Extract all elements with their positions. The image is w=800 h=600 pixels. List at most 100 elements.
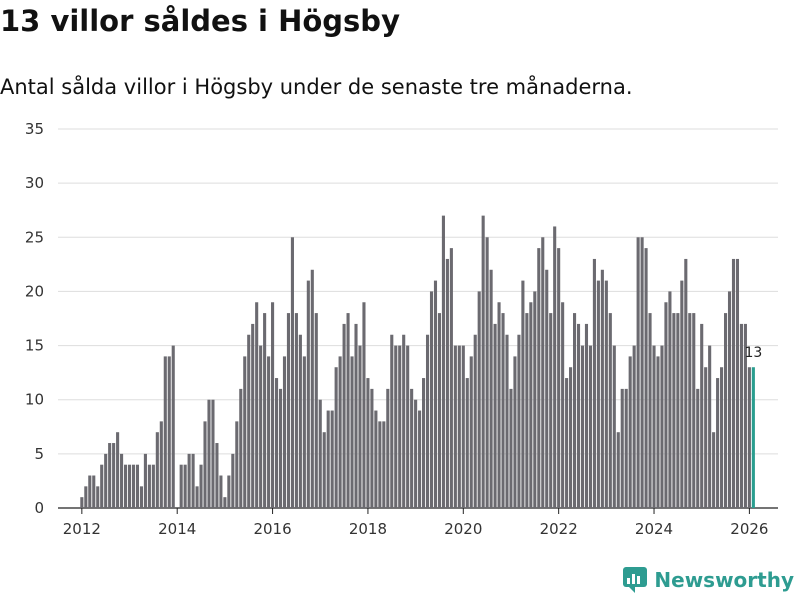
bar: [239, 388, 243, 508]
bar: [676, 313, 680, 508]
bar: [80, 497, 84, 508]
bar: [747, 367, 751, 508]
bar: [139, 486, 143, 508]
bar: [398, 345, 402, 508]
y-tick-label: 10: [25, 391, 44, 409]
bar: [576, 323, 581, 508]
x-tick-label: 2020: [444, 520, 482, 538]
bar: [513, 356, 517, 508]
bar: [493, 323, 497, 508]
bar: [151, 464, 155, 508]
bar: [326, 410, 330, 508]
bar: [481, 215, 485, 508]
bar: [290, 237, 294, 508]
bar: [489, 269, 493, 508]
bar: [278, 388, 283, 508]
bar: [195, 486, 199, 508]
bar: [716, 378, 720, 508]
highlighted-bar: [751, 367, 755, 508]
bar: [727, 291, 732, 508]
x-tick-label: 2014: [158, 520, 196, 538]
bar: [445, 258, 449, 508]
bar: [171, 345, 175, 508]
bar: [457, 345, 461, 508]
bar: [433, 280, 438, 508]
bar: [604, 280, 608, 508]
bar: [378, 421, 382, 508]
bar: [541, 237, 545, 508]
chart-title: 13 villor såldes i Högsby: [0, 4, 400, 38]
bar: [696, 388, 700, 508]
bar: [334, 367, 338, 508]
bar: [517, 334, 521, 508]
bar: [179, 464, 183, 508]
bar: [163, 356, 167, 508]
x-tick-label: 2018: [349, 520, 387, 538]
bar: [569, 367, 573, 508]
bar: [104, 453, 108, 508]
bar: [425, 334, 430, 508]
x-tick-label: 2012: [63, 520, 101, 538]
bar: [298, 334, 302, 508]
bar: [255, 302, 259, 508]
bar: [521, 280, 525, 508]
bar: [692, 313, 696, 508]
bar: [565, 378, 569, 508]
bar: [628, 356, 632, 508]
bar: [120, 453, 124, 508]
bar: [306, 280, 310, 508]
bar: [668, 291, 672, 508]
bar: [96, 486, 100, 508]
bar: [465, 378, 469, 508]
bar: [263, 313, 267, 508]
bar: [282, 356, 287, 508]
bar: [187, 453, 191, 508]
bar: [592, 258, 596, 508]
bar: [608, 313, 612, 508]
bar: [358, 345, 362, 508]
bar: [211, 399, 215, 508]
bar: [330, 410, 334, 508]
bar: [525, 313, 529, 508]
bar: [286, 313, 291, 508]
bar: [561, 302, 565, 508]
x-tick-label: 2016: [253, 520, 291, 538]
y-tick-label: 15: [25, 337, 44, 355]
bar: [533, 291, 537, 508]
bar: [477, 291, 481, 508]
bar: [374, 410, 378, 508]
bar: [418, 410, 422, 508]
bar: [123, 464, 128, 508]
brand: Newsworthy: [622, 566, 794, 594]
bar: [406, 345, 410, 508]
bar: [116, 432, 120, 508]
y-tick-label: 25: [25, 228, 44, 246]
bar: [314, 313, 318, 508]
bar: [441, 215, 445, 508]
bar: [84, 486, 88, 508]
bar: [612, 345, 616, 508]
bar: [735, 258, 740, 508]
bar: [251, 323, 255, 508]
bar: [545, 269, 549, 508]
x-tick-label: 2022: [540, 520, 578, 538]
bar: [660, 345, 664, 508]
bar: [700, 323, 704, 508]
bar: [461, 345, 465, 508]
bar: [596, 280, 600, 508]
bar: [652, 345, 656, 508]
bar: [271, 302, 275, 508]
bar: [636, 237, 640, 508]
bar: [215, 443, 219, 508]
y-tick-label: 20: [25, 282, 44, 300]
bar: [573, 313, 577, 508]
bar: [616, 432, 620, 508]
bar: [183, 464, 187, 508]
bar: [159, 421, 163, 508]
bar: [453, 345, 457, 508]
bar: [553, 226, 557, 508]
bar: [219, 475, 223, 508]
bar-chart: 0 5 10 15 20 25 30 35 2012 2014 2016 2018 2020 2022 20…: [25, 120, 778, 538]
bar: [203, 421, 207, 508]
bar: [708, 345, 712, 508]
